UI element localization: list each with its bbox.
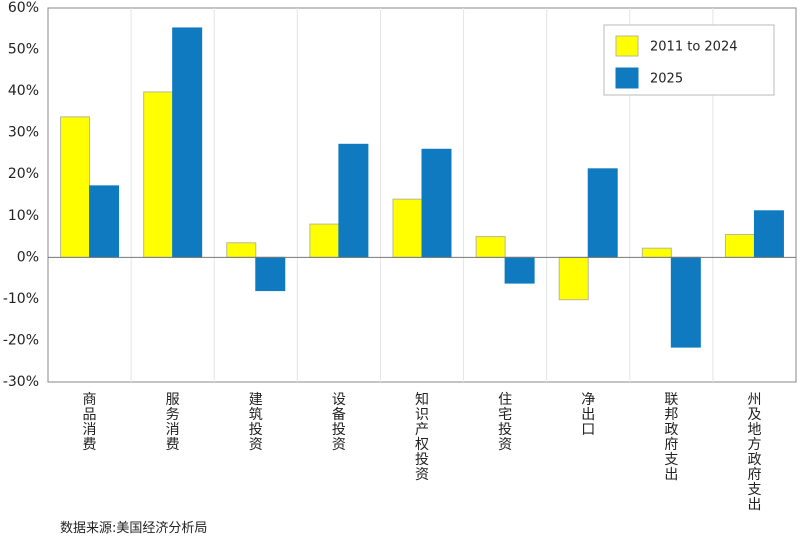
source-note: 数据来源:美国经济分析局 xyxy=(60,521,208,536)
x-axis-labels: 商品消费 服务消费 建筑投资 设备投资 知识产权投资 住宅投资 净出口 联邦政府支出 州及地方政… xyxy=(83,391,762,513)
legend-label: 2025 xyxy=(650,72,683,87)
x-tick-label: 联邦政府支出 xyxy=(664,392,678,483)
y-tick-label: 50% xyxy=(8,42,39,58)
y-tick-label: 30% xyxy=(8,125,39,141)
legend-swatch xyxy=(615,67,639,89)
x-tick-label: 知识产权投资 xyxy=(415,391,429,483)
bar-series-a xyxy=(724,233,755,258)
bar-series-a xyxy=(60,116,91,258)
legend-swatch xyxy=(615,35,639,57)
bar-series-a xyxy=(143,91,174,258)
bar-series-a xyxy=(641,247,672,258)
legend: 2011 to 2024 2025 xyxy=(603,24,775,96)
bar-series-a xyxy=(475,236,506,258)
bars xyxy=(60,27,784,348)
bar-series-b xyxy=(504,256,535,284)
y-tick-label: -30% xyxy=(3,374,39,390)
bar-series-b xyxy=(587,168,618,258)
y-tick-label: 0% xyxy=(17,249,39,265)
x-tick-label: 服务消费 xyxy=(166,392,180,453)
x-tick-label: 净出口 xyxy=(581,392,595,438)
bar-series-b xyxy=(338,143,369,258)
grid-lines xyxy=(130,8,714,382)
bar-series-a xyxy=(309,223,340,258)
y-tick-label: -10% xyxy=(3,291,39,307)
legend-label: 2011 to 2024 xyxy=(650,40,737,55)
bar-series-a xyxy=(558,256,589,301)
y-tick-label: 40% xyxy=(8,83,39,99)
x-tick-label: 商品消费 xyxy=(83,392,97,453)
x-tick-label: 建筑投资 xyxy=(249,392,263,453)
bar-series-b xyxy=(753,210,784,258)
bar-series-b xyxy=(172,27,203,258)
y-tick-label: -20% xyxy=(3,332,39,348)
bar-series-b xyxy=(89,185,120,258)
bar-series-a xyxy=(226,242,257,258)
y-axis: -30% -20% -10% 0% 10% 20% 30% 40% 50% 60% xyxy=(3,0,39,390)
x-tick-label: 设备投资 xyxy=(332,392,346,453)
y-tick-label: 20% xyxy=(8,166,39,182)
bar-series-a xyxy=(392,198,423,258)
y-tick-label: 10% xyxy=(8,208,39,224)
bar-series-b xyxy=(255,256,286,292)
y-tick-label: 60% xyxy=(8,0,39,16)
bar-series-b xyxy=(670,256,701,348)
x-tick-label: 住宅投资 xyxy=(498,392,512,453)
bar-series-b xyxy=(421,148,452,258)
x-tick-label: 州及地方政府支出 xyxy=(747,392,761,513)
